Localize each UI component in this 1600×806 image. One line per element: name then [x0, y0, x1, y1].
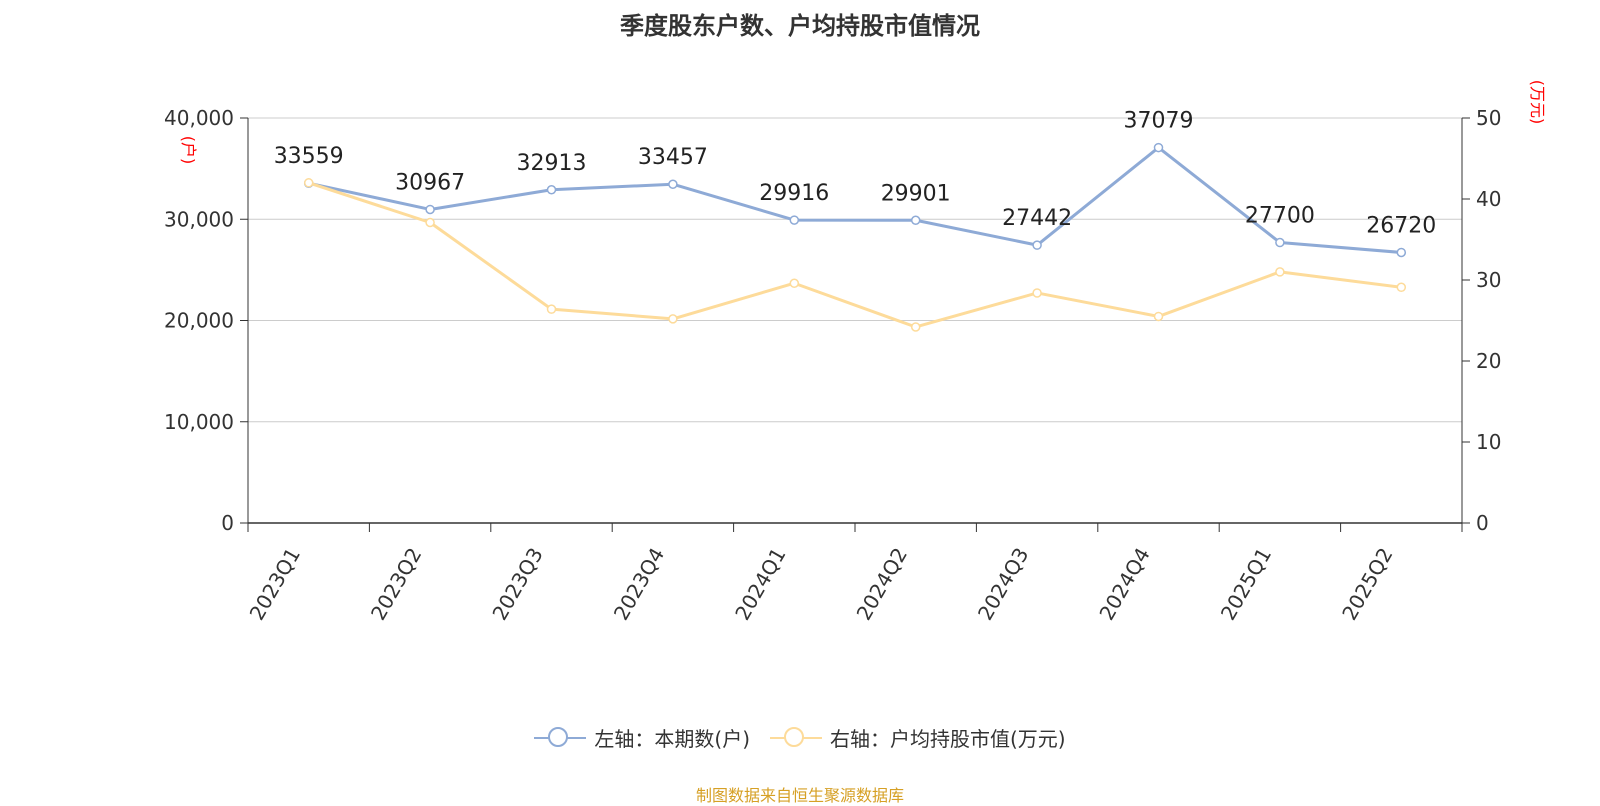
data-label: 29916	[759, 181, 829, 206]
left-axis-tick-label: 20,000	[164, 309, 234, 333]
x-axis-category-label: 2025Q1	[1216, 544, 1276, 625]
left-axis-tick-label: 10,000	[164, 410, 234, 434]
series-line-right	[308, 181, 1402, 329]
right-axis-tick-label: 40	[1476, 187, 1501, 211]
data-point-left	[1032, 240, 1042, 250]
data-point-right	[1396, 282, 1407, 293]
series-lines	[303, 142, 1407, 332]
legend-label-right: 右轴：户均持股市值(万元)	[830, 727, 1066, 751]
data-point-right	[1275, 267, 1285, 277]
x-axis-category-label: 2024Q4	[1094, 544, 1154, 625]
data-point-left	[546, 185, 557, 195]
chart-title: 季度股东户数、户均持股市值情况	[620, 12, 980, 40]
x-axis-category-label: 2023Q2	[366, 544, 426, 625]
data-point-left	[668, 179, 678, 189]
data-label: 29901	[881, 181, 951, 206]
left-axis-tick-label: 40,000	[164, 106, 234, 130]
data-point-right	[303, 178, 314, 188]
left-axis-tick-label: 30,000	[164, 207, 234, 231]
right-axis-tick-label: 50	[1476, 106, 1501, 130]
x-axis-category-label: 2023Q4	[609, 544, 669, 625]
series-line-left	[308, 146, 1402, 254]
data-point-right	[1153, 311, 1164, 322]
data-point-left	[1153, 142, 1164, 153]
data-point-right	[910, 322, 921, 332]
right-axis-tick-label: 10	[1476, 430, 1501, 454]
data-point-left	[425, 204, 435, 215]
data-label: 27700	[1245, 204, 1315, 229]
right-axis-tick-label: 0	[1476, 511, 1489, 535]
x-axis-category-label: 2025Q2	[1337, 544, 1397, 625]
data-label: 27442	[1002, 206, 1072, 231]
data-label: 30967	[395, 170, 465, 195]
data-point-left	[789, 215, 800, 225]
data-labels: 33559 30967 32913 33457 29916 29901 27442 37079…	[274, 109, 1437, 239]
data-label: 26720	[1366, 213, 1436, 238]
data-point-left	[1396, 247, 1407, 258]
left-axis-tick-label: 0	[221, 511, 234, 535]
data-point-right	[425, 217, 435, 228]
data-point-right	[668, 314, 678, 324]
data-point-right	[789, 278, 800, 288]
data-label: 32913	[517, 151, 587, 176]
x-axis-category-label: 2024Q1	[730, 544, 790, 625]
data-label: 33559	[274, 144, 344, 169]
x-axis-category-label: 2023Q3	[487, 544, 547, 625]
data-point-left	[910, 215, 921, 226]
right-axis-tick-label: 30	[1476, 268, 1501, 292]
x-axis-category-label: 2024Q3	[973, 544, 1033, 625]
legend: 左轴：本期数(户) 右轴：户均持股市值(万元)	[0, 723, 1600, 752]
source-note: 制图数据来自恒生聚源数据库	[695, 786, 904, 805]
legend-label-left: 左轴：本期数(户)	[594, 727, 750, 751]
axes: 0 10,000 20,000 30,000 40,000 0 10 20 30 40 50 (户) (…	[164, 80, 1547, 624]
x-axis-category-label: 2023Q1	[245, 544, 305, 625]
x-axis-category-label: 2024Q2	[852, 544, 912, 625]
left-axis-unit: (户)	[179, 136, 198, 165]
right-axis-tick-label: 20	[1476, 349, 1501, 373]
data-label: 33457	[638, 145, 708, 170]
legend-swatch-right	[770, 725, 822, 751]
data-point-right	[546, 304, 557, 314]
data-point-left	[1275, 237, 1285, 248]
data-point-right	[1032, 288, 1042, 298]
legend-swatch-left	[534, 725, 587, 751]
legend-item-right-series[interactable]: 右轴：户均持股市值(万元)	[770, 723, 1066, 752]
data-label: 37079	[1124, 109, 1194, 134]
right-axis-unit: (万元)	[1528, 80, 1547, 125]
legend-item-left-series[interactable]: 左轴：本期数(户)	[534, 723, 750, 752]
